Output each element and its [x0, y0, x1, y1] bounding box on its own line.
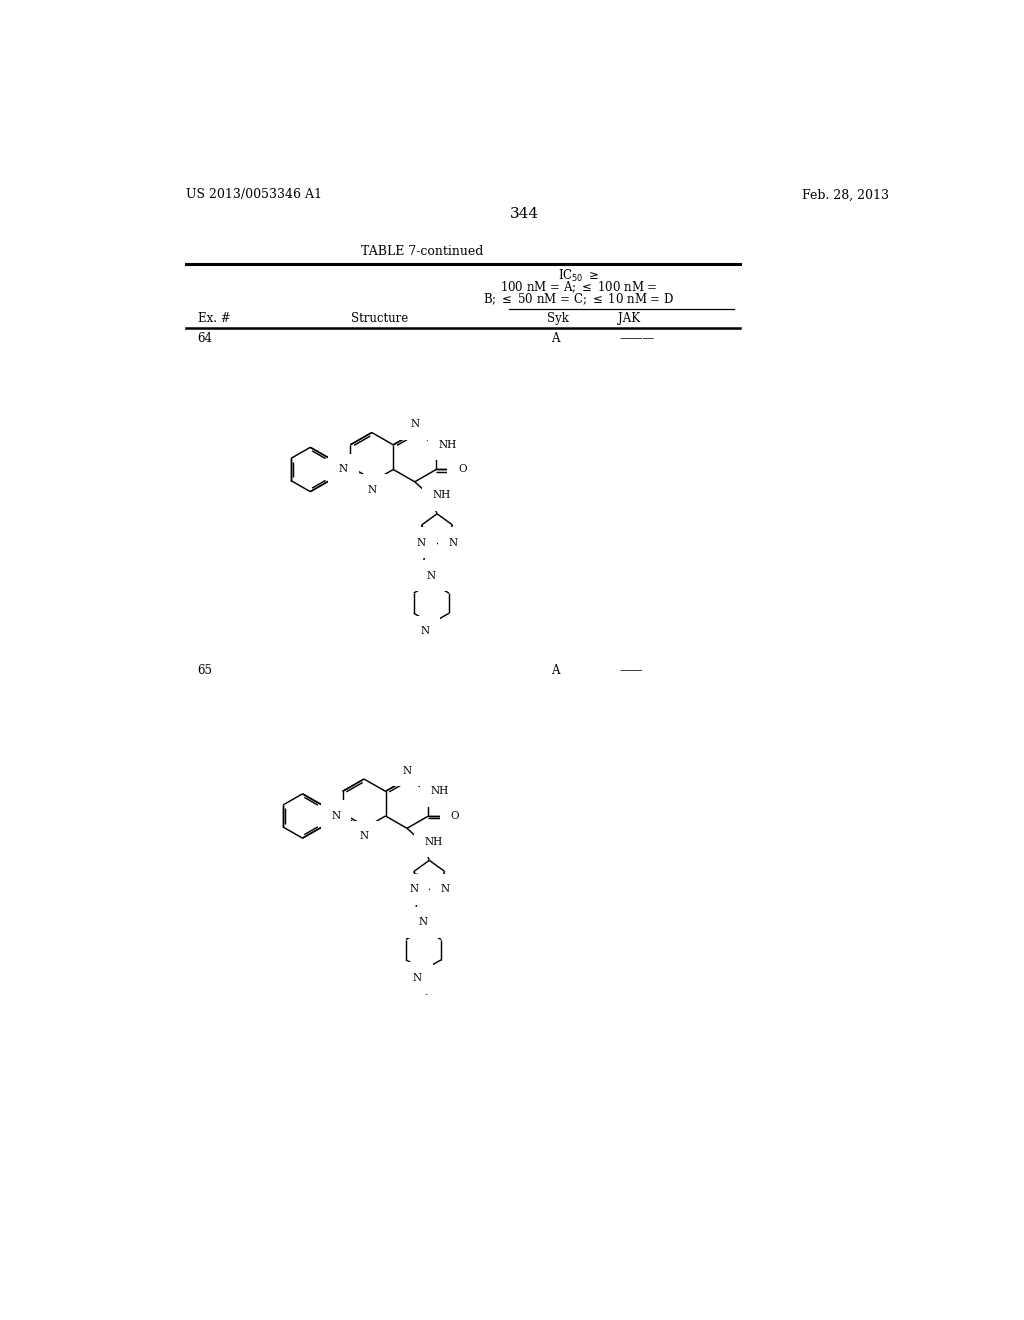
Text: 100 nM = A; $\leq$ 100 nM =: 100 nM = A; $\leq$ 100 nM = [501, 280, 657, 296]
Text: O: O [458, 465, 467, 474]
Text: B; $\leq$ 50 nM = C; $\leq$ 10 nM = D: B; $\leq$ 50 nM = C; $\leq$ 10 nM = D [483, 292, 675, 306]
Text: NH: NH [438, 440, 457, 450]
Text: Ex. #: Ex. # [198, 312, 230, 325]
Text: O: O [451, 810, 459, 821]
Text: N: N [339, 465, 348, 474]
Text: N: N [449, 537, 458, 548]
Text: IC$_{50}$ $\geq$: IC$_{50}$ $\geq$ [558, 268, 600, 284]
Text: N: N [331, 810, 340, 821]
Text: Feb. 28, 2013: Feb. 28, 2013 [802, 189, 889, 202]
Text: ———: ——— [620, 331, 654, 345]
Text: NH: NH [431, 787, 450, 796]
Text: N: N [419, 917, 428, 927]
Text: NH: NH [433, 490, 451, 500]
Text: N: N [402, 766, 412, 776]
Text: N: N [359, 832, 369, 841]
Text: N: N [410, 884, 418, 895]
Text: 64: 64 [198, 331, 213, 345]
Text: N: N [417, 537, 426, 548]
Text: JAK: JAK [617, 312, 640, 325]
Text: ——: —— [620, 664, 643, 677]
Text: N: N [427, 570, 436, 581]
Text: N: N [440, 884, 450, 895]
Text: 344: 344 [510, 207, 540, 222]
Text: Syk: Syk [547, 312, 568, 325]
Text: N: N [411, 420, 419, 429]
Text: N: N [368, 484, 377, 495]
Text: Structure: Structure [351, 312, 409, 325]
Text: A: A [551, 664, 560, 677]
Text: N: N [413, 973, 422, 983]
Text: 65: 65 [198, 664, 213, 677]
Text: N: N [421, 627, 430, 636]
Text: US 2013/0053346 A1: US 2013/0053346 A1 [186, 189, 323, 202]
Text: TABLE 7-continued: TABLE 7-continued [361, 244, 483, 257]
Text: A: A [551, 331, 560, 345]
Text: NH: NH [425, 837, 443, 847]
